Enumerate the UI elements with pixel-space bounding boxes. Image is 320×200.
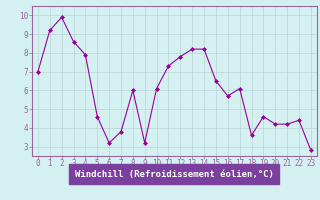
X-axis label: Windchill (Refroidissement éolien,°C): Windchill (Refroidissement éolien,°C) [75, 170, 274, 179]
